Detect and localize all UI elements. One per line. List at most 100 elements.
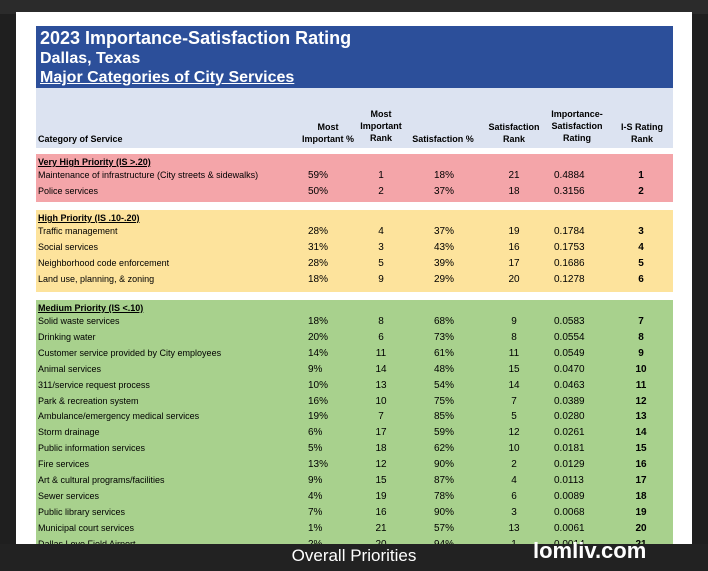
is-rank: 14 bbox=[635, 427, 647, 439]
satisfaction-rank: 16 bbox=[508, 241, 520, 253]
most-important-rank: 2 bbox=[378, 185, 384, 197]
most-important-pct: 31% bbox=[308, 241, 329, 253]
most-important-pct: 28% bbox=[308, 226, 329, 237]
satisfaction-rank: 15 bbox=[508, 363, 520, 375]
most-important-pct: 20% bbox=[308, 331, 329, 343]
header-is-rating: Importance- Satisfaction Rating bbox=[551, 109, 603, 143]
is-rating: 0.0549 bbox=[554, 347, 585, 359]
is-rank: 6 bbox=[638, 273, 644, 285]
is-rating: 0.1784 bbox=[554, 226, 585, 237]
most-important-pct: 7% bbox=[308, 506, 323, 518]
satisfaction-rank: 3 bbox=[511, 506, 517, 518]
is-rating: 0.0181 bbox=[554, 443, 585, 455]
is-rating: 0.3156 bbox=[554, 185, 585, 197]
table-row: Land use, planning, & zoning 18% 9 29% 20 0.1… bbox=[36, 272, 673, 288]
is-rating: 0.0554 bbox=[554, 331, 585, 343]
most-important-rank: 5 bbox=[378, 257, 384, 269]
priority-section: Medium Priority (IS <.10) Solid waste ser… bbox=[36, 300, 673, 550]
table-row: Maintenance of infrastructure (City stre… bbox=[36, 168, 673, 184]
is-rating: 0.4884 bbox=[554, 170, 585, 181]
satisfaction-pct: 78% bbox=[434, 490, 455, 502]
is-rating: 0.0089 bbox=[554, 490, 585, 502]
most-important-rank: 15 bbox=[375, 475, 387, 486]
most-important-rank: 11 bbox=[375, 347, 387, 359]
table-row: Social services 31% 3 43% 16 0.1753 4 bbox=[36, 240, 673, 256]
is-rating: 0.0129 bbox=[554, 459, 585, 471]
table-row: Municipal court services 1% 21 57% 13 0.0061 2… bbox=[36, 521, 673, 537]
header-most-important-pct: Most Important % bbox=[301, 122, 354, 144]
satisfaction-rank: 9 bbox=[511, 316, 517, 327]
most-important-pct: 28% bbox=[308, 257, 329, 269]
table-subtitle: Dallas, Texas bbox=[40, 50, 141, 67]
satisfaction-rank: 19 bbox=[508, 226, 520, 237]
is-rank: 10 bbox=[635, 363, 647, 375]
satisfaction-rank: 8 bbox=[511, 331, 517, 343]
is-rank: 18 bbox=[635, 490, 647, 502]
category-name: Municipal court services bbox=[38, 522, 135, 533]
most-important-pct: 18% bbox=[308, 273, 329, 285]
most-important-rank: 1 bbox=[378, 170, 384, 181]
most-important-pct: 19% bbox=[308, 411, 329, 423]
is-rating: 0.0463 bbox=[554, 379, 585, 391]
satisfaction-pct: 90% bbox=[434, 459, 455, 471]
table-subtitle-2: Major Categories of City Services bbox=[40, 69, 295, 86]
is-rating: 0.1686 bbox=[554, 257, 585, 269]
is-rank: 19 bbox=[635, 506, 647, 518]
category-name: Social services bbox=[38, 241, 99, 252]
is-rating: 0.0261 bbox=[554, 427, 585, 439]
most-important-rank: 8 bbox=[378, 316, 384, 327]
satisfaction-pct: 61% bbox=[434, 347, 455, 359]
is-rating: 0.0113 bbox=[554, 475, 584, 486]
most-important-pct: 59% bbox=[308, 170, 329, 181]
table-row: Public library services 7% 16 90% 3 0.0068 19 bbox=[36, 505, 673, 521]
table-title: 2023 Importance-Satisfaction Rating bbox=[40, 28, 352, 48]
most-important-rank: 16 bbox=[375, 506, 387, 518]
is-rank: 3 bbox=[638, 226, 644, 237]
is-rank: 9 bbox=[638, 347, 644, 359]
is-rank: 11 bbox=[635, 379, 647, 391]
header-is-rank: I-S Rating Rank bbox=[621, 122, 663, 144]
satisfaction-pct: 57% bbox=[434, 522, 455, 534]
satisfaction-rank: 14 bbox=[508, 379, 520, 391]
satisfaction-rank: 11 bbox=[508, 347, 520, 359]
satisfaction-rank: 2 bbox=[511, 459, 517, 471]
category-name: Animal services bbox=[38, 363, 102, 374]
most-important-rank: 14 bbox=[375, 363, 387, 375]
section-title: Very High Priority (IS >.20) bbox=[38, 157, 151, 167]
satisfaction-rank: 21 bbox=[508, 170, 520, 181]
category-name: Sewer services bbox=[38, 490, 100, 501]
satisfaction-pct: 59% bbox=[434, 427, 455, 439]
satisfaction-rank: 6 bbox=[511, 490, 517, 502]
satisfaction-pct: 48% bbox=[434, 363, 455, 375]
table-row: 311/service request process 10% 13 54% 14 0.0… bbox=[36, 378, 673, 394]
priority-section: High Priority (IS .10-.20) Traffic manage… bbox=[36, 210, 673, 292]
category-name: 311/service request process bbox=[38, 379, 150, 390]
category-name: Neighborhood code enforcement bbox=[38, 257, 170, 268]
is-rank: 1 bbox=[638, 170, 644, 181]
is-rank: 8 bbox=[638, 331, 644, 343]
most-important-pct: 10% bbox=[308, 379, 329, 391]
table-row: Sewer services 4% 19 78% 6 0.0089 18 bbox=[36, 489, 673, 505]
table-row: Park & recreation system 16% 10 75% 7 0.0389 1… bbox=[36, 394, 673, 410]
is-rank: 2 bbox=[638, 185, 644, 197]
is-rank: 12 bbox=[635, 395, 647, 407]
is-rank: 5 bbox=[638, 257, 644, 269]
satisfaction-rank: 18 bbox=[508, 185, 520, 197]
most-important-pct: 9% bbox=[308, 475, 323, 486]
satisfaction-rank: 12 bbox=[508, 427, 520, 439]
satisfaction-pct: 43% bbox=[434, 241, 455, 253]
table-row: Public information services 5% 18 62% 10 0.01… bbox=[36, 441, 673, 457]
satisfaction-rank: 10 bbox=[508, 443, 520, 455]
most-important-rank: 12 bbox=[375, 459, 387, 471]
table-row: Traffic management 28% 4 37% 19 0.1784 3 bbox=[36, 224, 673, 240]
satisfaction-pct: 54% bbox=[434, 379, 455, 391]
most-important-pct: 13% bbox=[308, 459, 329, 471]
title-band: 2023 Importance-Satisfaction Rating Dall… bbox=[36, 26, 673, 88]
rating-table: 2023 Importance-Satisfaction Rating Dall… bbox=[36, 26, 673, 550]
satisfaction-pct: 90% bbox=[434, 506, 455, 518]
category-name: Maintenance of infrastructure (City stre… bbox=[38, 170, 259, 180]
most-important-rank: 7 bbox=[378, 411, 384, 423]
table-row: Customer service provided by City employ… bbox=[36, 346, 673, 362]
category-name: Storm drainage bbox=[38, 427, 100, 438]
category-name: Traffic management bbox=[38, 226, 118, 236]
